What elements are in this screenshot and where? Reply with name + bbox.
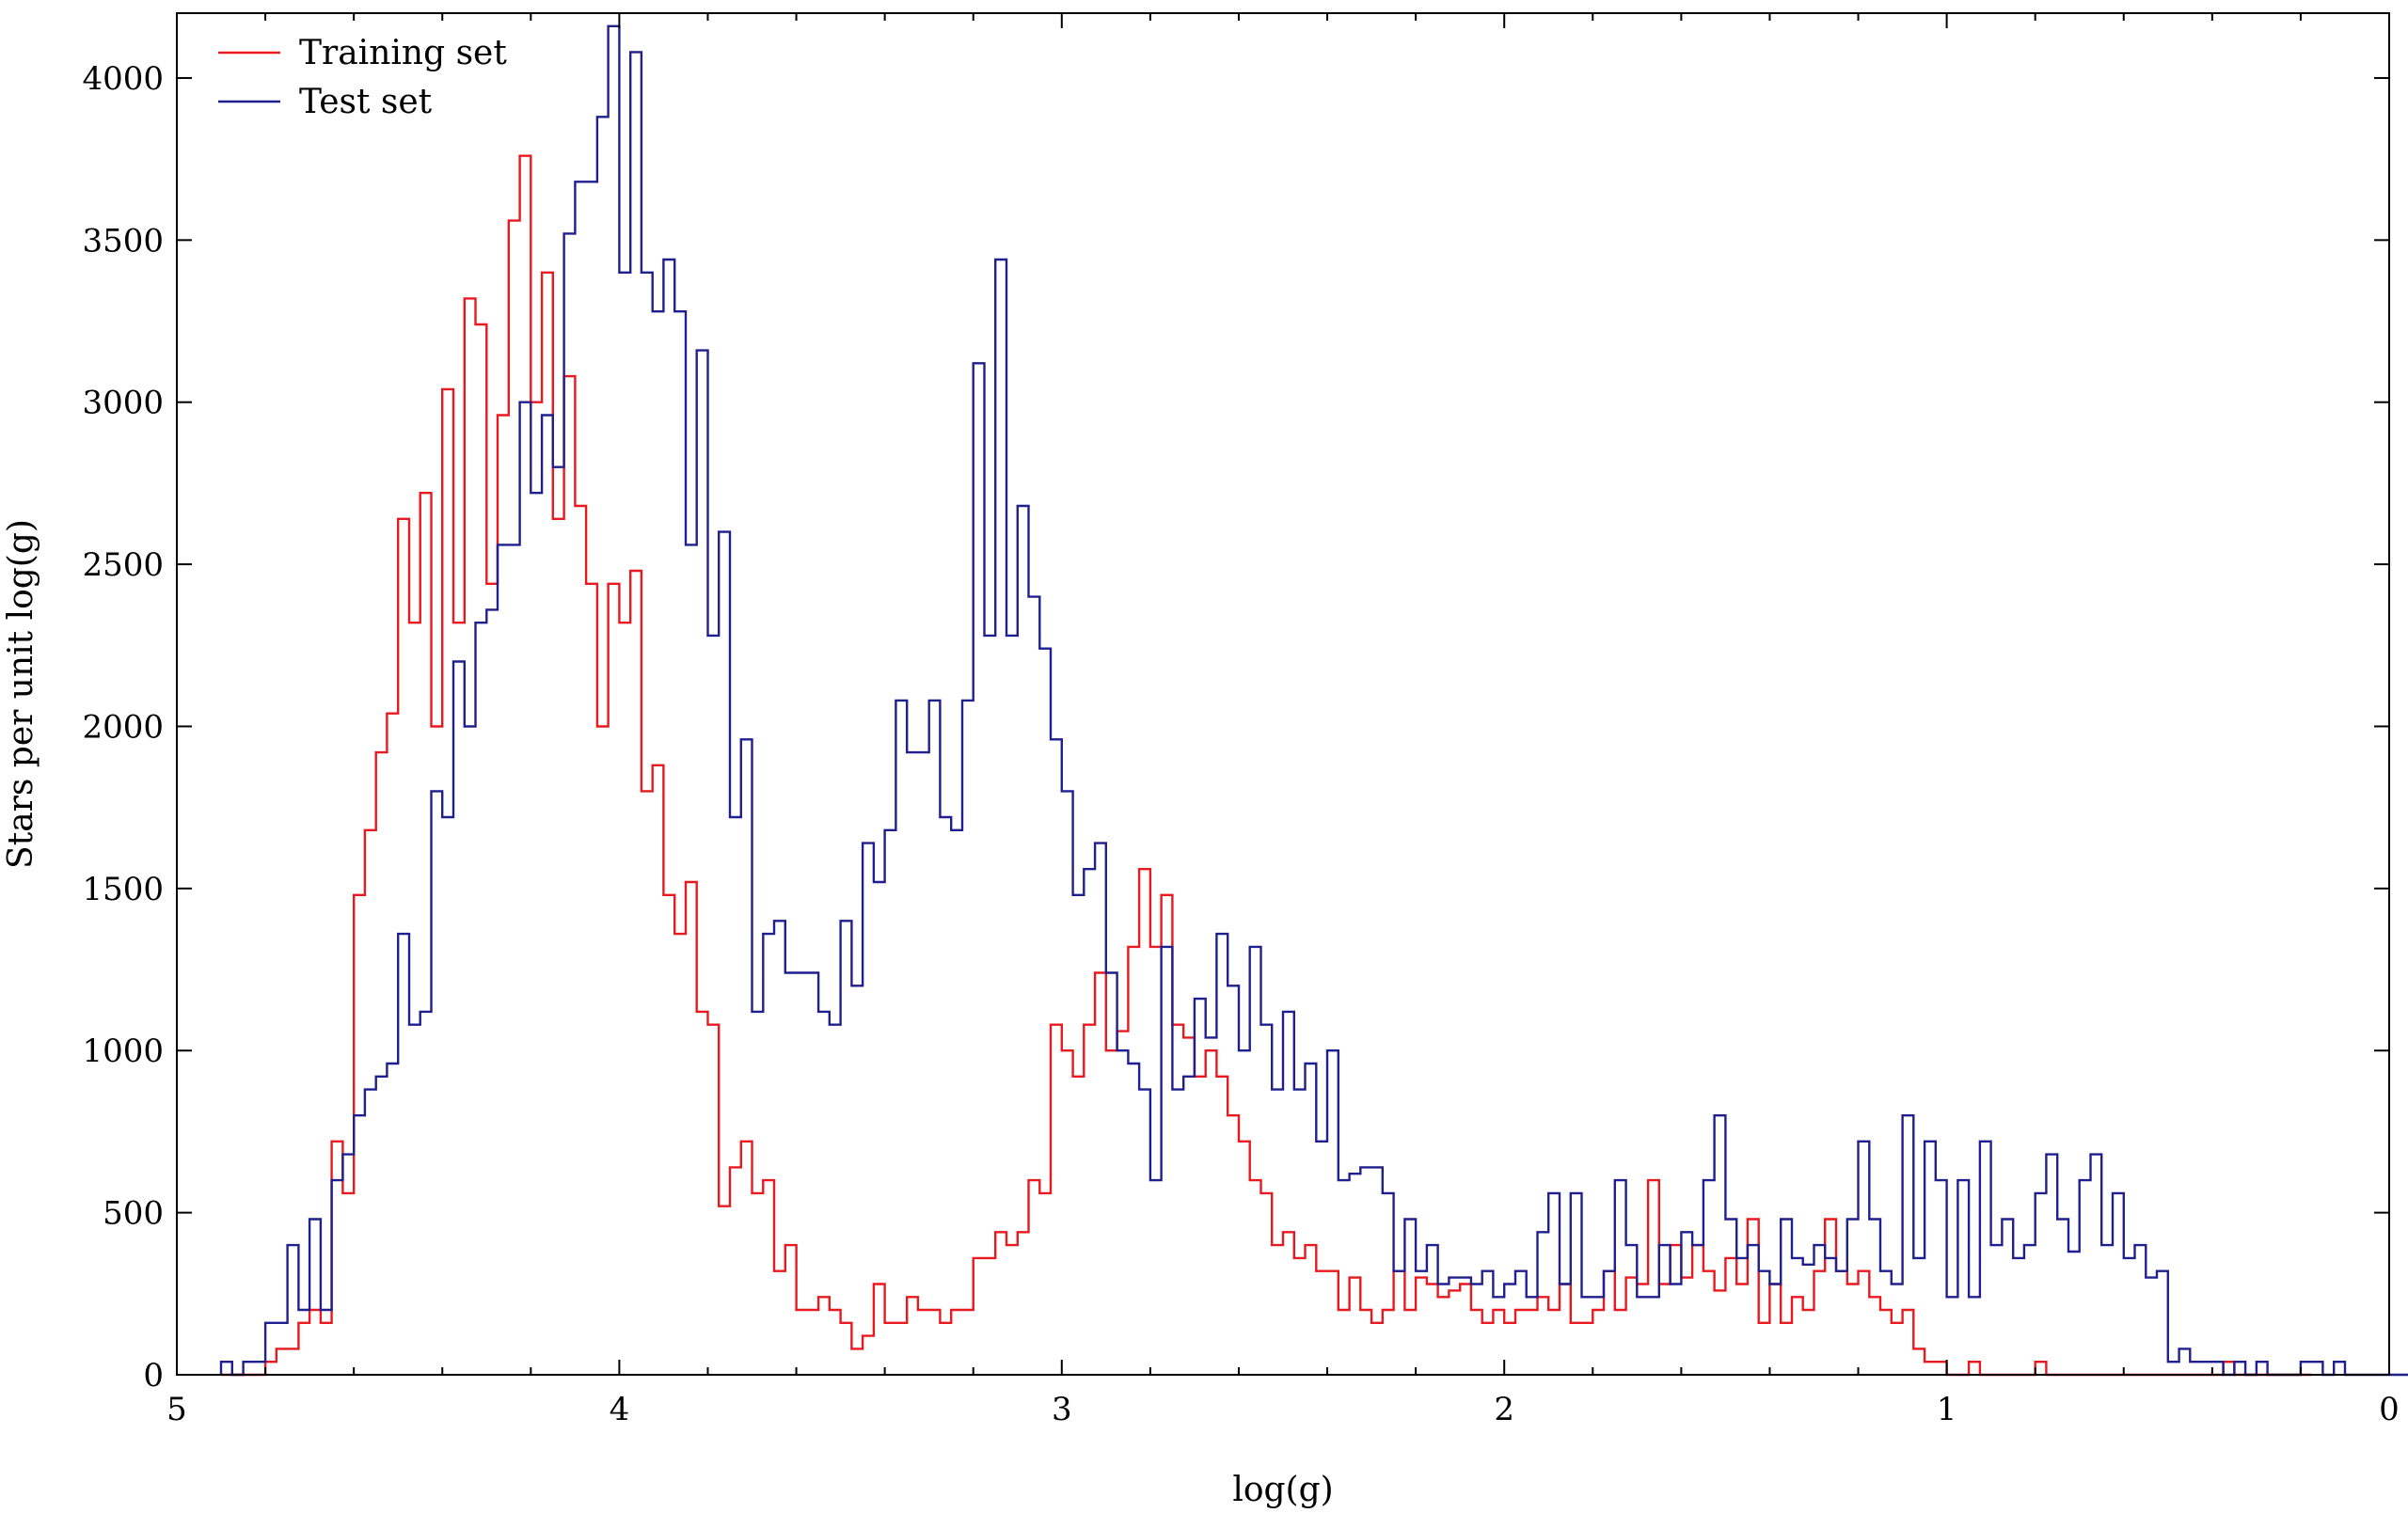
x-tick-label: 0 xyxy=(2379,1391,2400,1428)
x-tick-label: 5 xyxy=(166,1391,187,1428)
y-tick-label: 1500 xyxy=(82,871,164,908)
legend-label: Test set xyxy=(299,83,433,121)
series-line-1 xyxy=(219,24,2408,1377)
y-tick-label: 3000 xyxy=(82,385,164,422)
series-layer xyxy=(219,24,2408,1377)
y-tick-label: 3500 xyxy=(82,222,164,260)
x-tick-label: 3 xyxy=(1052,1391,1072,1428)
y-tick-label: 2000 xyxy=(82,708,164,746)
plot-area: 5 4 3 2 1 0 0 500 1000 1500 2000 2500 3000 3500 4000 xyxy=(82,12,2408,1428)
y-tick-label: 2500 xyxy=(82,546,164,584)
y-tick-label: 500 xyxy=(103,1195,164,1233)
y-axis-label: Stars per unit log(g) xyxy=(2,519,40,869)
legend-label: Training set xyxy=(299,34,507,72)
y-tick-label: 1000 xyxy=(82,1032,164,1070)
x-tick-label: 4 xyxy=(610,1391,630,1428)
plot-frame xyxy=(176,12,2390,1376)
series-line-0 xyxy=(221,154,2312,1377)
y-tick-label: 0 xyxy=(143,1357,164,1395)
ticks-layer: 5 4 3 2 1 0 0 500 1000 1500 2000 2500 3000 3500 4000 xyxy=(82,13,2400,1428)
legend: Training set Test set xyxy=(218,34,507,121)
x-tick-label: 1 xyxy=(1937,1391,1957,1428)
y-tick-label: 4000 xyxy=(82,60,164,98)
x-axis-label: log(g) xyxy=(1232,1471,1333,1509)
x-tick-label: 2 xyxy=(1494,1391,1514,1428)
